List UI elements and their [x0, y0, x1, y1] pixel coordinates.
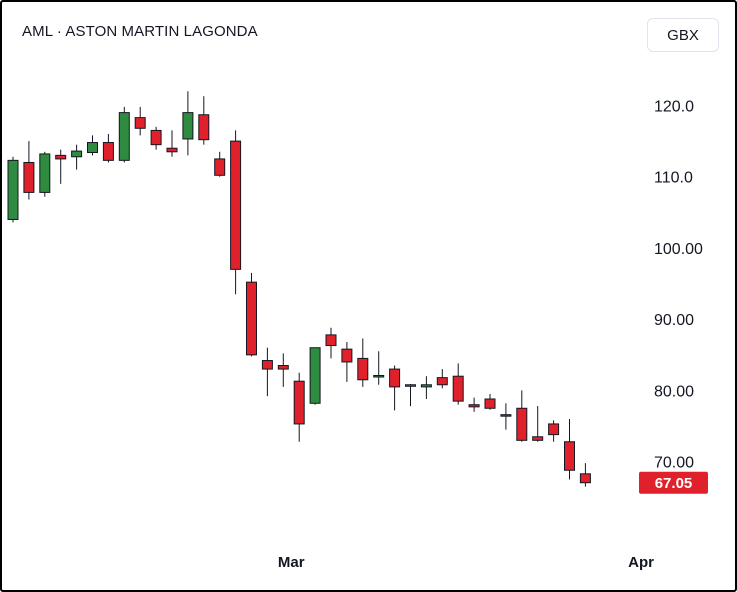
candle[interactable]: [405, 384, 416, 407]
candle[interactable]: [516, 390, 528, 442]
candle-body-down: [325, 334, 337, 347]
candle[interactable]: [389, 365, 401, 411]
candle[interactable]: [214, 151, 226, 177]
candle[interactable]: [452, 363, 464, 405]
candle[interactable]: [341, 342, 353, 382]
candle[interactable]: [436, 369, 448, 389]
candle-body-down: [166, 147, 178, 153]
y-tick-label: 70.00: [654, 455, 694, 472]
x-axis: Mar Apr: [278, 554, 654, 571]
candle[interactable]: [373, 351, 385, 385]
candle[interactable]: [230, 130, 242, 295]
y-tick-label: 100.00: [654, 241, 703, 258]
candle[interactable]: [532, 406, 544, 442]
y-axis: 120.0 110.0 100.00 90.00 80.00 70.00: [654, 98, 703, 471]
candle[interactable]: [420, 376, 432, 400]
candle-body-up: [71, 150, 83, 158]
candle-body-down: [548, 423, 560, 436]
candle[interactable]: [198, 96, 210, 145]
x-tick-label: Apr: [628, 554, 654, 571]
candle[interactable]: [277, 353, 289, 387]
candle[interactable]: [102, 133, 114, 163]
currency-button[interactable]: GBX: [647, 18, 719, 52]
candle-body-up: [7, 159, 19, 220]
last-price-marker: 67.05: [639, 471, 708, 494]
candle[interactable]: [293, 372, 305, 442]
candle[interactable]: [166, 130, 178, 157]
candle-body-down: [102, 142, 114, 161]
candle[interactable]: [325, 327, 337, 359]
candle-body-up: [39, 153, 51, 193]
candle-body-up: [373, 374, 385, 378]
candle-body-down: [564, 441, 575, 471]
y-tick-label: 120.0: [654, 98, 694, 115]
symbol-title: AML · ASTON MARTIN LAGONDA: [22, 23, 258, 40]
candle-body-down: [246, 281, 257, 356]
candle-body-down: [261, 360, 273, 370]
candle-body-down: [198, 114, 210, 141]
candle-body-up: [118, 112, 130, 161]
candle-body-down: [532, 436, 544, 441]
last-price-label: 67.05: [655, 475, 693, 492]
candle[interactable]: [579, 463, 591, 487]
candle-body-down: [579, 473, 591, 484]
candle-body-up: [405, 384, 416, 387]
candle[interactable]: [182, 91, 194, 156]
candle-body-down: [484, 398, 496, 409]
candle-body-down: [500, 414, 512, 417]
y-tick-label: 90.00: [654, 312, 694, 329]
candle[interactable]: [468, 397, 480, 412]
candle-body-down: [341, 348, 353, 363]
candle[interactable]: [55, 149, 67, 184]
candle-series: [7, 91, 591, 487]
x-tick-label: Mar: [278, 554, 305, 571]
candle-body-down: [293, 380, 305, 425]
candle-body-up: [87, 142, 98, 154]
candle-body-up: [182, 112, 194, 140]
candle[interactable]: [23, 141, 35, 200]
candle[interactable]: [39, 151, 51, 197]
candle[interactable]: [500, 403, 512, 430]
candle[interactable]: [71, 144, 83, 170]
candle-body-down: [55, 154, 67, 160]
candle-body-up: [420, 384, 432, 388]
candle[interactable]: [87, 135, 98, 156]
candle-body-up: [309, 347, 321, 404]
candle-body-down: [277, 365, 289, 370]
candle-body-down: [468, 404, 480, 408]
candle-body-down: [230, 140, 242, 270]
candle[interactable]: [357, 338, 369, 387]
candle-body-down: [134, 117, 146, 129]
candle[interactable]: [134, 106, 146, 136]
candle-body-down: [516, 407, 528, 441]
candle-body-down: [214, 158, 226, 176]
candle-body-down: [23, 161, 35, 193]
candle[interactable]: [7, 156, 19, 223]
candle-body-down: [452, 375, 464, 402]
candle[interactable]: [564, 418, 575, 480]
candle[interactable]: [548, 420, 560, 442]
candle-body-down: [357, 357, 369, 381]
candle[interactable]: [309, 347, 321, 405]
candle-body-down: [389, 368, 401, 388]
y-tick-label: 80.00: [654, 383, 694, 400]
candle[interactable]: [484, 394, 496, 410]
candle[interactable]: [118, 106, 130, 163]
y-tick-label: 110.0: [654, 170, 693, 187]
candle-body-down: [150, 129, 162, 146]
last-price-badge: [639, 471, 708, 494]
candle[interactable]: [150, 126, 162, 150]
candle[interactable]: [261, 347, 273, 397]
candle[interactable]: [246, 272, 257, 357]
candle-body-down: [436, 377, 448, 386]
